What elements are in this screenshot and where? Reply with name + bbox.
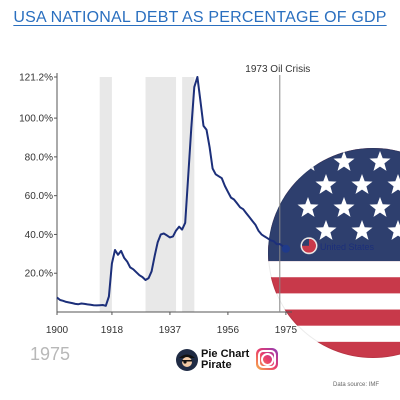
y-tick-label: 60.0% [25,191,53,202]
y-tick-label: 20.0% [25,269,53,280]
series-end-point [281,244,290,253]
series-end-label-text: United States [320,242,375,252]
series-end-label: United States [300,237,375,255]
y-tick-label: 121.2% [19,73,53,84]
flag-star [351,220,373,240]
instagram-icon[interactable] [256,348,278,370]
flag-stripe [268,309,400,327]
x-tick-label: 1900 [46,325,69,336]
flag-star [369,197,391,217]
chart-title: USA NATIONAL DEBT AS PERCENTAGE OF GDP [13,9,387,26]
flag-star [369,151,391,171]
brand-name-line2: Pirate [201,359,232,371]
flag-star [297,197,319,217]
flag-star [387,174,400,194]
y-tick-label: 100.0% [19,114,53,125]
flag-star [351,174,373,194]
flag-star [315,174,337,194]
flag-star [333,197,355,217]
y-tick-label: 40.0% [25,230,53,241]
flag-star [315,220,337,240]
flag-star [333,151,355,171]
flag-stripe [268,277,400,294]
x-tick-label: 1937 [159,325,182,336]
x-tick-label: 1918 [101,325,124,336]
annotation-label: 1973 Oil Crisis [245,64,310,75]
mini-flag-canton [302,239,309,246]
us-flag-circle [268,148,400,358]
data-source: Data source: IMF [333,382,380,388]
pirate-avatar-icon [176,349,198,371]
x-tick-label: 1975 [275,325,298,336]
x-tick-label: 1956 [217,325,240,336]
current-year-label: 1975 [30,344,71,364]
shaded-period-0 [99,77,112,312]
brand-name: Pie Chart Pirate [201,349,261,371]
flag-stripe [268,261,400,278]
flag-star [387,220,400,240]
series-line-united-states [56,76,287,307]
y-tick-label: 80.0% [25,152,53,163]
flag-stripe [268,293,400,311]
brand-name-line1: Pie Chart [201,348,250,360]
